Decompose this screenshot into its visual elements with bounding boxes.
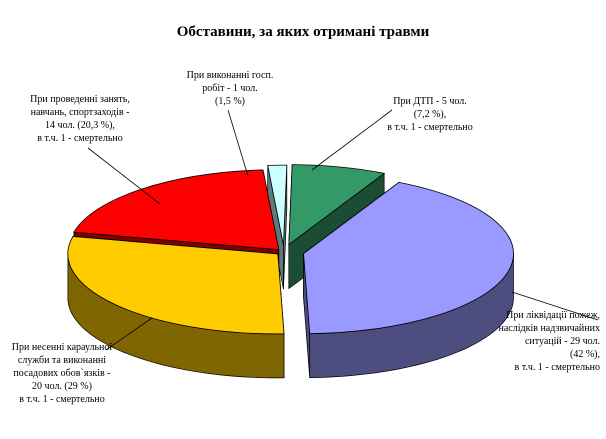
pie-slice	[267, 164, 288, 246]
leader-line	[105, 317, 153, 351]
slice-label: При ліквідації пожеж, наслідків надзвичай…	[499, 310, 601, 373]
slice-label-line: навчань, спортзаходів -	[31, 107, 130, 118]
leader-line	[227, 109, 249, 177]
slice-label-line: наслідків надзвичайних	[499, 323, 601, 334]
slice-label: При ДТП - 5 чол. (7,2 %), в т.ч. 1 - смерт…	[387, 96, 472, 133]
slice-label-line: (7,2 %),	[414, 109, 447, 120]
slice-label: При несенні караульної служби та виконанн…	[12, 342, 113, 405]
slice-label-line: служби та виконанні	[18, 355, 106, 366]
leader-line	[511, 291, 599, 321]
pie-slice	[67, 235, 285, 335]
slice-label-line: При проведенні занять,	[30, 94, 130, 105]
slice-label-line: в т.ч. 1 - смертельно	[387, 122, 472, 133]
slice-label-line: (1,5 %)	[215, 96, 245, 107]
slice-label-line: При ДТП - 5 чол.	[393, 96, 466, 107]
slice-label-line: ситуацій - 29 чол.	[525, 336, 600, 347]
pie-slice	[288, 164, 386, 246]
slice-label-line: в т.ч. 1 - смертельно	[19, 394, 104, 405]
slice-label-line: в т.ч. 1 - смертельно	[37, 133, 122, 144]
slice-label-line: При виконанні госп.	[187, 70, 274, 81]
slice-label: При проведенні занять, навчань, спортзахо…	[30, 94, 130, 144]
leader-line	[311, 109, 393, 171]
slices-layer	[67, 164, 514, 379]
slice-label-line: 14 чол. (20,3 %),	[45, 120, 115, 131]
leader-line	[87, 147, 161, 205]
slice-label: При виконанні госп. робіт - 1 чол. (1,5 %)	[187, 70, 274, 107]
slice-label-line: При несенні караульної	[12, 342, 113, 353]
slice-label-line: (42 %),	[570, 349, 600, 360]
slice-label-line: в т.ч. 1 - смертельно	[515, 362, 600, 373]
pie-slice-group	[267, 164, 288, 290]
slice-label-line: 20 чол. (29 %)	[32, 381, 92, 392]
pie-slice-group	[303, 181, 514, 378]
chart-title: Обставини, за яких отримані травми	[177, 24, 430, 40]
labels-layer: При ліквідації пожеж, наслідків надзвичай…	[12, 70, 600, 405]
pie-slice-group	[67, 235, 285, 379]
slice-label-line: посадових обов`язків -	[13, 368, 110, 379]
slice-label-line: робіт - 1 чол.	[202, 83, 257, 94]
pie-slice	[303, 181, 514, 335]
slice-label-line: При ліквідації пожеж,	[506, 310, 600, 321]
